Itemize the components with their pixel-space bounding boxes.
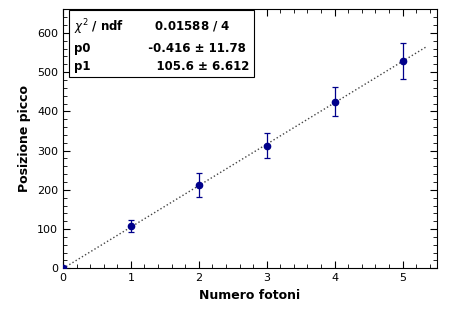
X-axis label: Numero fotoni: Numero fotoni <box>199 289 300 302</box>
Y-axis label: Posizione picco: Posizione picco <box>18 85 32 192</box>
Text: $\chi^2$ / ndf        0.01588 / 4
p0              -0.416 ± 11.78
p1             : $\chi^2$ / ndf 0.01588 / 4 p0 -0.416 ± 1… <box>74 17 250 73</box>
